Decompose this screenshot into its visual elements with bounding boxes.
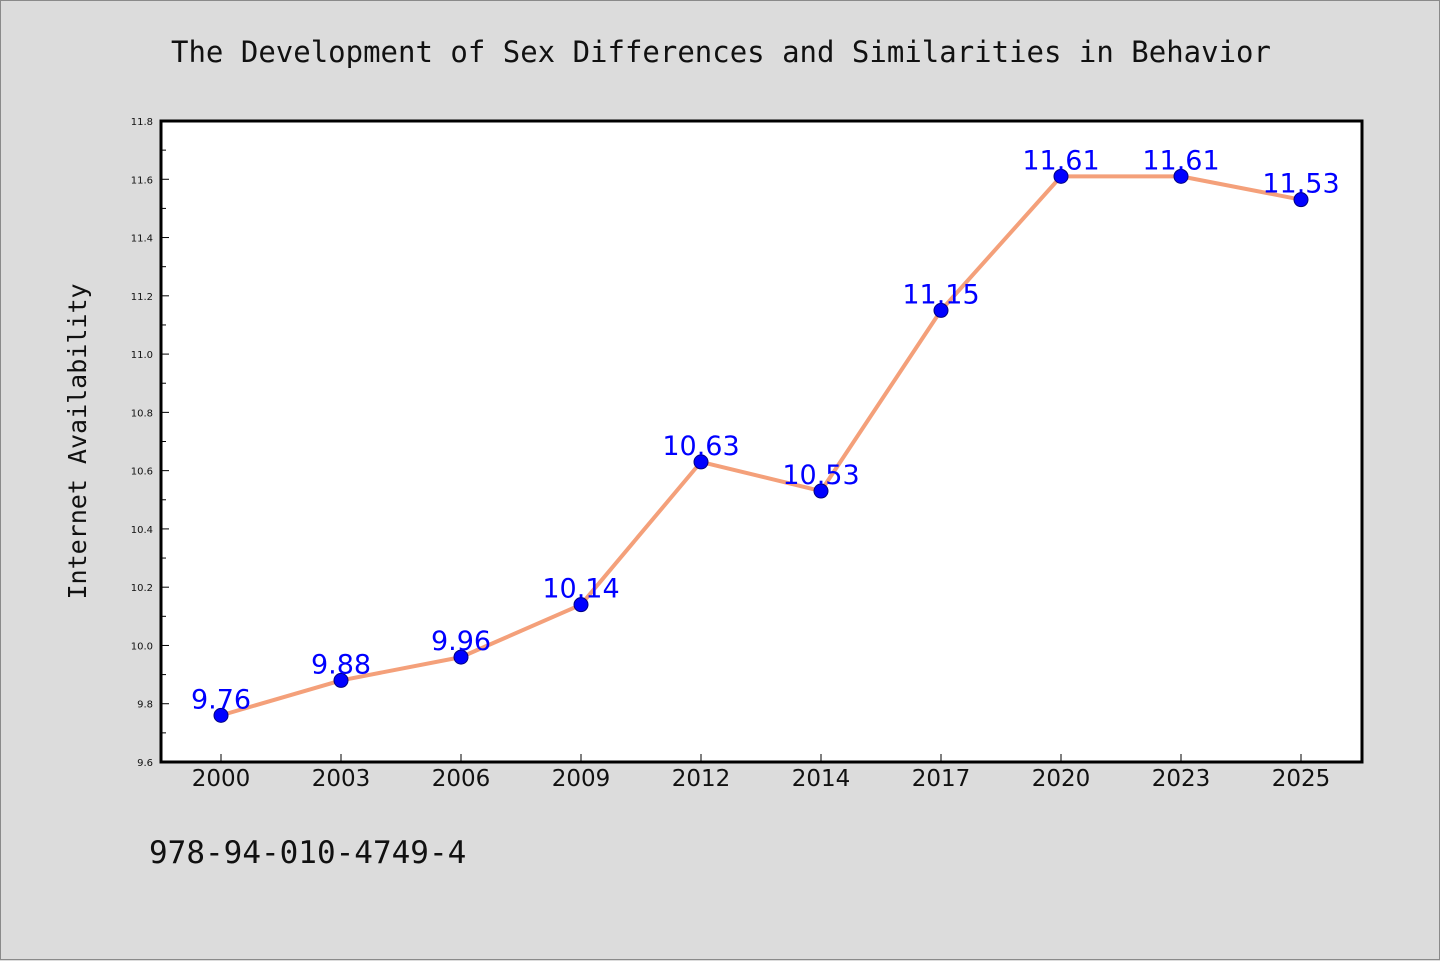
data-point xyxy=(813,483,829,499)
y-tick-label: 11.0 xyxy=(131,350,153,361)
y-tick-label: 11.4 xyxy=(131,234,153,245)
data-label: 11.61 xyxy=(1142,145,1219,176)
x-tick-label: 2003 xyxy=(312,766,371,792)
data-label: 11.53 xyxy=(1262,169,1339,200)
x-tick-label: 2009 xyxy=(552,766,611,792)
data-label: 9.96 xyxy=(431,626,491,657)
y-tick-label: 11.8 xyxy=(131,117,153,128)
x-tick-label: 2023 xyxy=(1152,766,1211,792)
y-axis: 9.6 9.8 10.0 10.2 10.4 10.6 10.8 11.0 11.2 11.4 11… xyxy=(131,117,169,769)
data-label: 11.15 xyxy=(902,279,979,310)
x-axis: 2000 2003 2006 2009 2012 2014 2017 2020 2023 2025 xyxy=(192,754,1331,792)
y-tick-label: 10.0 xyxy=(131,641,153,652)
y-tick-label: 11.2 xyxy=(131,292,153,303)
x-tick-label: 2017 xyxy=(912,766,971,792)
x-tick-label: 2012 xyxy=(672,766,731,792)
y-tick-label: 9.6 xyxy=(137,758,153,769)
y-tick-label: 9.8 xyxy=(137,700,153,711)
data-point xyxy=(213,707,229,723)
y-tick-label: 10.4 xyxy=(131,525,153,536)
data-point xyxy=(1173,168,1189,184)
y-tick-label: 10.6 xyxy=(131,467,153,478)
chart-title: The Development of Sex Differences and S… xyxy=(171,35,1271,69)
y-tick-label: 10.8 xyxy=(131,408,153,419)
data-point xyxy=(573,597,589,613)
x-tick-label: 2020 xyxy=(1032,766,1091,792)
plot-frame xyxy=(159,119,1364,764)
data-point xyxy=(1293,192,1309,208)
data-label: 9.88 xyxy=(311,649,371,680)
data-label: 10.63 xyxy=(662,431,739,462)
x-tick-label: 2014 xyxy=(792,766,851,792)
data-point xyxy=(453,649,469,665)
y-tick-label: 11.6 xyxy=(131,175,153,186)
data-point xyxy=(333,672,349,688)
data-point xyxy=(933,302,949,318)
isbn-text: 978-94-010-4749-4 xyxy=(149,835,467,871)
series-layer: 9.76 9.88 9.96 10.14 10.63 10.53 11.15 11.61 11.… xyxy=(191,145,1340,723)
data-point xyxy=(693,454,709,470)
data-label: 9.76 xyxy=(191,684,251,715)
data-label: 10.14 xyxy=(542,574,619,605)
data-label: 10.53 xyxy=(782,460,859,491)
data-point xyxy=(1053,168,1069,184)
x-tick-label: 2000 xyxy=(192,766,251,792)
y-tick-label: 10.2 xyxy=(131,583,153,594)
data-label: 11.61 xyxy=(1022,145,1099,176)
x-tick-label: 2025 xyxy=(1272,766,1331,792)
series-line xyxy=(219,174,1303,718)
x-tick-label: 2006 xyxy=(432,766,491,792)
y-axis-label: Internet Availability xyxy=(63,283,92,599)
plot-area xyxy=(161,121,1362,762)
